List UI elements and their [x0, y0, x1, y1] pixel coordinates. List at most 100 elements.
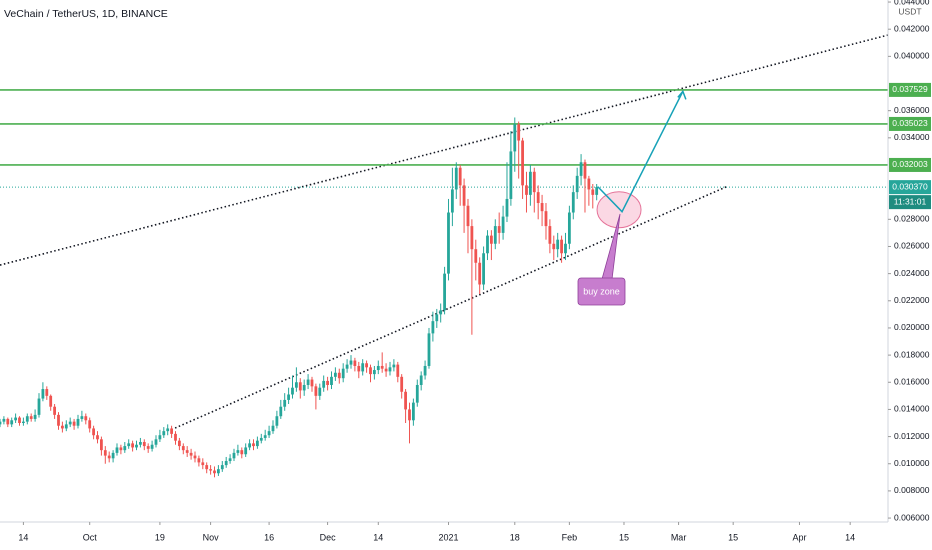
candle-body — [411, 402, 415, 421]
level-label: 0.032003 — [892, 159, 928, 169]
candle-body — [540, 203, 544, 212]
candle-body — [68, 421, 72, 425]
candle-body — [302, 384, 306, 391]
candle-body — [107, 455, 111, 459]
candle-body — [181, 446, 185, 451]
candle-body — [415, 384, 419, 403]
candle-body — [408, 409, 411, 421]
candle-body — [142, 442, 146, 447]
y-tick-label: 0.024000 — [894, 268, 930, 278]
candle-body — [170, 428, 173, 434]
candle-body — [353, 360, 357, 366]
projection-arrowhead — [677, 89, 687, 100]
candle-body — [564, 243, 567, 254]
candle-body — [197, 458, 201, 463]
candle-body — [513, 124, 517, 152]
candle-body — [291, 387, 294, 395]
candle-body — [567, 212, 571, 244]
candle-body — [482, 253, 485, 285]
x-tick-label: 18 — [510, 532, 520, 542]
y-tick-label: 0.014000 — [894, 404, 930, 414]
x-tick-label: 14 — [845, 532, 855, 542]
candle-body — [560, 239, 563, 254]
candle-body — [458, 167, 462, 186]
countdown-box — [889, 195, 931, 210]
candle-body — [177, 440, 181, 447]
candle-body — [193, 455, 197, 459]
candle-body — [447, 212, 450, 274]
x-tick-label: 15 — [619, 532, 629, 542]
candle-body — [135, 444, 138, 448]
y-tick-label: 0.018000 — [894, 349, 930, 359]
x-tick-label: 16 — [264, 532, 274, 542]
candle-body — [497, 226, 501, 233]
candle-body — [111, 452, 115, 459]
candle-body — [396, 364, 400, 377]
candle-body — [244, 447, 248, 455]
candle-body — [119, 447, 123, 451]
candle-body — [138, 442, 142, 445]
candle-body — [310, 379, 314, 387]
x-tick-label: 2021 — [438, 532, 458, 542]
candle-body — [333, 372, 337, 377]
candle-body — [361, 363, 365, 372]
y-tick-label: 0.006000 — [894, 512, 930, 522]
candle-body — [423, 365, 427, 376]
y-tick-label: 0.022000 — [894, 295, 930, 305]
candle-body — [209, 469, 212, 471]
candle-body — [517, 124, 521, 141]
callout-box — [577, 277, 626, 306]
candle-body — [505, 198, 509, 217]
candle-body — [314, 386, 318, 396]
candle-body — [146, 446, 150, 449]
candle-body — [376, 365, 380, 371]
candle-body — [552, 243, 556, 250]
candle-body — [489, 235, 493, 244]
candle-body — [84, 416, 88, 421]
candle-body — [372, 370, 376, 375]
candle-body — [57, 414, 60, 426]
candle-body — [528, 171, 532, 195]
candle-body — [150, 444, 154, 449]
candle-body — [224, 461, 228, 466]
candle-body — [103, 450, 107, 456]
candle-body — [431, 321, 435, 334]
candle-body — [2, 418, 6, 422]
candle-body — [365, 363, 368, 368]
candle-body — [357, 365, 361, 372]
candle-body — [509, 151, 513, 199]
candle-body — [185, 450, 189, 453]
candle-body — [583, 162, 587, 179]
level-label: 0.035023 — [892, 118, 928, 128]
candle-body — [220, 465, 224, 470]
callout-text: buy zone — [583, 286, 620, 296]
candle-body — [53, 406, 56, 415]
x-tick-label: 14 — [373, 532, 383, 542]
candle-body — [80, 416, 84, 419]
candle-body — [443, 273, 446, 311]
x-tick-label: Feb — [562, 532, 578, 542]
candle-body — [283, 399, 287, 407]
x-tick-label: Mar — [671, 532, 687, 542]
candle-body — [575, 175, 579, 193]
candle-body — [400, 376, 404, 392]
candle-body — [466, 205, 470, 227]
candle-body — [236, 450, 240, 453]
candle-body — [544, 211, 548, 227]
candle-body — [64, 424, 68, 429]
candle-body — [271, 425, 275, 432]
candle-body — [232, 452, 236, 459]
candle-body — [21, 421, 25, 424]
x-tick-label: 15 — [728, 532, 738, 542]
candle-body — [493, 226, 497, 244]
candle-body — [96, 435, 99, 440]
trendline — [0, 34, 889, 266]
candle-body — [419, 375, 423, 385]
x-tick-label: 19 — [155, 532, 165, 542]
level-label: 0.037529 — [892, 84, 928, 94]
plot-area: buy zone — [0, 34, 889, 478]
y-tick-label: 0.008000 — [894, 485, 930, 495]
candle-body — [384, 368, 388, 372]
candle-body — [29, 416, 33, 419]
